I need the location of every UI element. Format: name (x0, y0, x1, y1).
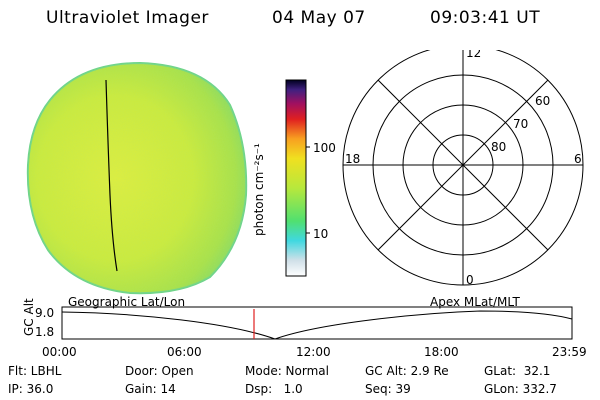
lat-label-70: 70 (513, 117, 528, 131)
altitude-ymin: 1.8 (35, 325, 55, 339)
dsp-info: Dsp: 1.0 (245, 382, 303, 396)
polar-plot: 12 18 6 0 60 70 80 (342, 50, 584, 287)
time-tick-1200: 12:00 (296, 345, 331, 359)
time-tick-1800: 18:00 (424, 345, 459, 359)
date-label: 04 May 07 (272, 8, 366, 28)
altitude-ymax: 9.0 (35, 306, 55, 320)
time-tick-0600: 06:00 (167, 345, 202, 359)
colorbar-tick-10: 10 (313, 227, 329, 241)
time-tick-2359: 23:59 (552, 345, 587, 359)
geographic-label: Geographic Lat/Lon (68, 295, 186, 309)
terminator-line (105, 79, 118, 272)
glat-info: GLat: 32.1 (484, 364, 551, 378)
mode-info: Mode: Normal (245, 364, 329, 378)
seq-info: Seq: 39 (365, 382, 411, 396)
gain-info: Gain: 14 (125, 382, 176, 396)
mlt-label-0: 0 (466, 273, 474, 287)
colorbar-tick-100: 100 (313, 141, 336, 155)
lat-label-60: 60 (535, 94, 550, 108)
altitude-ylabel: GC Alt (22, 298, 36, 336)
colorbar (285, 79, 310, 277)
glon-info: GLon: 332.7 (484, 382, 557, 396)
uv-image (26, 61, 248, 295)
instrument-title: Ultraviolet Imager (46, 8, 209, 28)
mlt-label-6: 6 (574, 152, 582, 166)
altitude-track (61, 306, 573, 340)
time-tick-0000: 00:00 (42, 345, 77, 359)
lat-label-80: 80 (491, 140, 506, 154)
time-label: 09:03:41 UT (430, 8, 541, 28)
mlt-label-12: 12 (466, 50, 481, 60)
gc-alt-info: GC Alt: 2.9 Re (365, 364, 449, 378)
mlt-label-18: 18 (345, 152, 360, 166)
ip-info: IP: 36.0 (8, 382, 54, 396)
door-info: Door: Open (125, 364, 194, 378)
filter-info: Flt: LBHL (8, 364, 62, 378)
apex-label: Apex MLat/MLT (430, 295, 520, 309)
